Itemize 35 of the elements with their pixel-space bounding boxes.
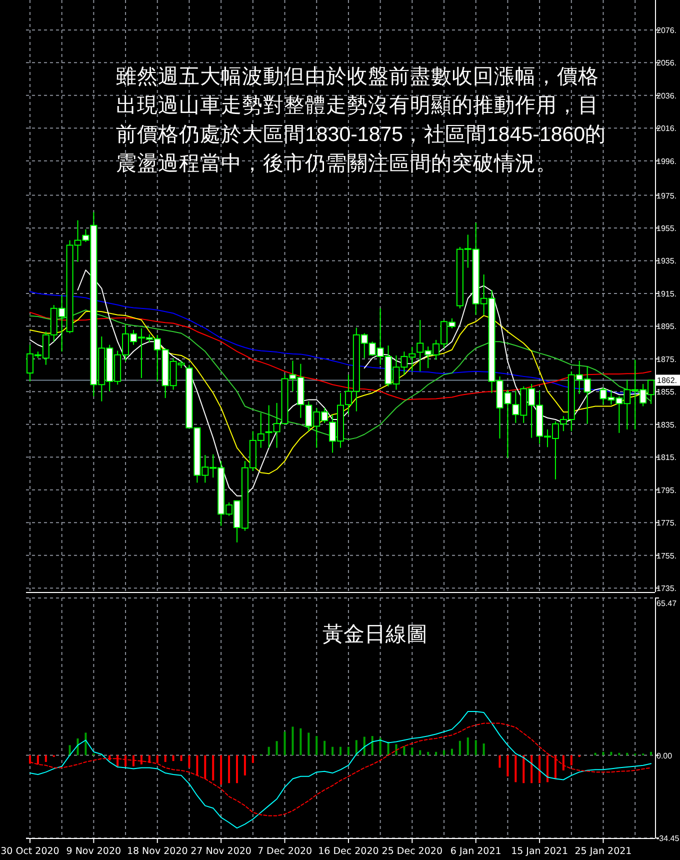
x-tick-label: 25 Dec 2020	[382, 846, 443, 857]
x-tick-label: 7 Dec 2020	[257, 846, 312, 857]
y-tick-label: 65.47	[656, 599, 678, 608]
line-series	[29, 312, 652, 400]
ref-line-label: 1862.	[657, 376, 678, 386]
y-tick-label: 1935.	[656, 256, 677, 266]
y-tick-label: 1795.	[656, 486, 677, 495]
y-tick-label: 1955.	[656, 224, 677, 233]
y-tick-label: 1735.	[656, 584, 677, 594]
y-tick-label: 1875.	[656, 354, 677, 364]
y-tick-label: 1855.	[656, 388, 677, 397]
y-tick-label: 1775.	[656, 518, 677, 528]
y-tick-label: -34.45	[656, 834, 680, 843]
y-tick-label: 1815.	[656, 453, 677, 462]
x-tick-label: 27 Nov 2020	[190, 846, 252, 857]
y-tick-label: 2056.	[656, 58, 677, 68]
text: 黃金日線圖	[322, 622, 428, 646]
y-tick-label: 1895.	[656, 322, 677, 332]
y-tick-label: 1835.	[656, 420, 677, 430]
x-tick-label: 6 Jan 2021	[450, 846, 502, 857]
x-tick-label: 25 Jan 2021	[574, 846, 632, 857]
y-tick-label: 1915.	[656, 289, 677, 298]
y-tick-label: 2016.	[656, 124, 677, 134]
y-tick-label: 2076.	[656, 26, 677, 35]
y-tick-label: 1996.	[656, 156, 677, 166]
annotation: 雖然週五大幅波動但由於收盤前盡數收回漲幅，價格出現過山車走勢對整體走勢沒有明顯的推動作用，目前價格仍處於大區間1830-1875，社區間1845-1860的震盪過程當中，後市仍需關注區間的突破情況。	[116, 64, 608, 177]
y-tick-label: 1975.	[656, 191, 677, 200]
x-tick-label: 9 Nov 2020	[66, 846, 122, 857]
y-tick-label: 2036.	[656, 91, 677, 100]
x-tick-label: 16 Dec 2020	[318, 846, 379, 857]
y-tick-label: 1755.	[656, 551, 677, 560]
x-tick-label: 18 Nov 2020	[126, 846, 188, 857]
x-tick-label: 30 Oct 2020	[0, 846, 60, 857]
y-tick-label: 0.00	[656, 751, 673, 760]
x-tick-label: 15 Jan 2021	[511, 846, 568, 857]
